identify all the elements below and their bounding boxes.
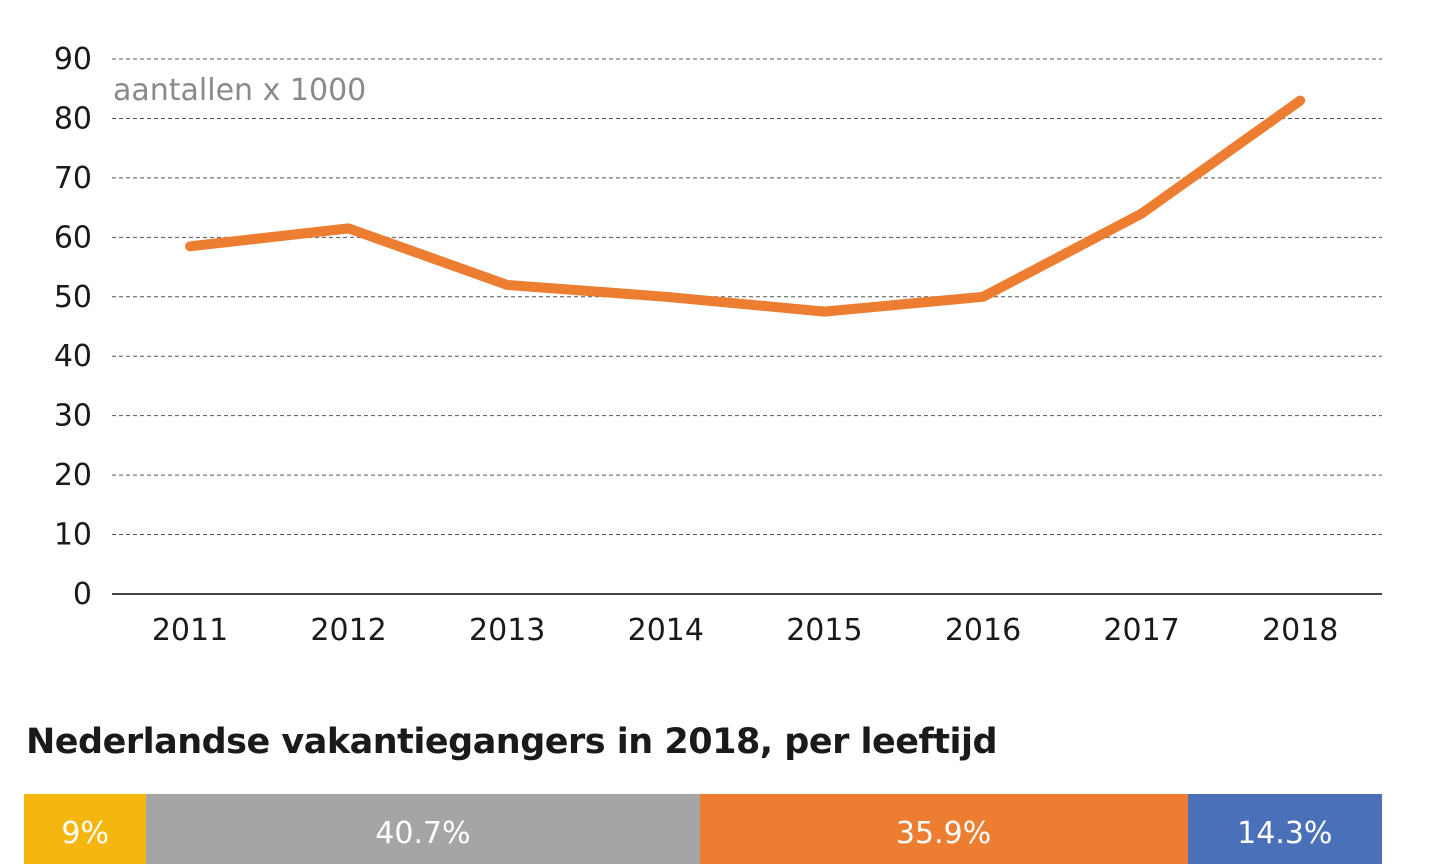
x-tick-label: 2014 xyxy=(628,613,704,648)
share-segment: 40.7% xyxy=(146,794,700,864)
x-tick-label: 2018 xyxy=(1262,613,1338,648)
series-line xyxy=(185,95,1306,317)
y-tick-label: 50 xyxy=(54,280,92,315)
x-tick-label: 2013 xyxy=(469,613,545,648)
gridlines xyxy=(112,58,1382,536)
y-tick-label: 30 xyxy=(54,399,92,434)
x-tick-label: 2016 xyxy=(945,613,1021,648)
share-segment-label: 40.7% xyxy=(375,816,471,851)
y-tick-label: 60 xyxy=(54,220,92,255)
share-segment: 14.3% xyxy=(1187,794,1382,864)
x-tick-label: 2017 xyxy=(1103,613,1179,648)
x-tick-label: 2015 xyxy=(786,613,862,648)
y-tick-label: 0 xyxy=(73,577,92,612)
share-segment: 9% xyxy=(24,794,147,864)
y-tick-label: 20 xyxy=(54,458,92,493)
y-tick-label: 80 xyxy=(54,101,92,136)
share-segment-label: 9% xyxy=(61,816,109,851)
age-share-title: Nederlandse vakantiegangers in 2018, per… xyxy=(26,722,998,762)
series-lines xyxy=(185,95,1306,317)
x-tick-label: 2011 xyxy=(152,613,228,648)
y-tick-label: 10 xyxy=(54,518,92,553)
share-segment: 35.9% xyxy=(699,794,1188,864)
x-tick-label: 2012 xyxy=(310,613,386,648)
line-chart: 0 10 20 30 40 50 60 70 80 90 2011 2012 2013 2014 2015… xyxy=(54,42,1382,648)
x-axis-tick-labels: 2011 2012 2013 2014 2015 2016 2017 2018 xyxy=(152,613,1339,648)
y-axis-tick-labels: 0 10 20 30 40 50 60 70 80 90 xyxy=(54,42,92,612)
y-tick-label: 70 xyxy=(54,161,92,196)
share-segment-label: 14.3% xyxy=(1237,816,1333,851)
share-segment-label: 35.9% xyxy=(895,816,992,851)
y-tick-label: 90 xyxy=(54,42,92,77)
unit-label: aantallen x 1000 xyxy=(113,73,366,108)
y-tick-label: 40 xyxy=(54,339,92,374)
age-share-bar: 9% 40.7% 35.9% 14.3% xyxy=(24,794,1382,864)
